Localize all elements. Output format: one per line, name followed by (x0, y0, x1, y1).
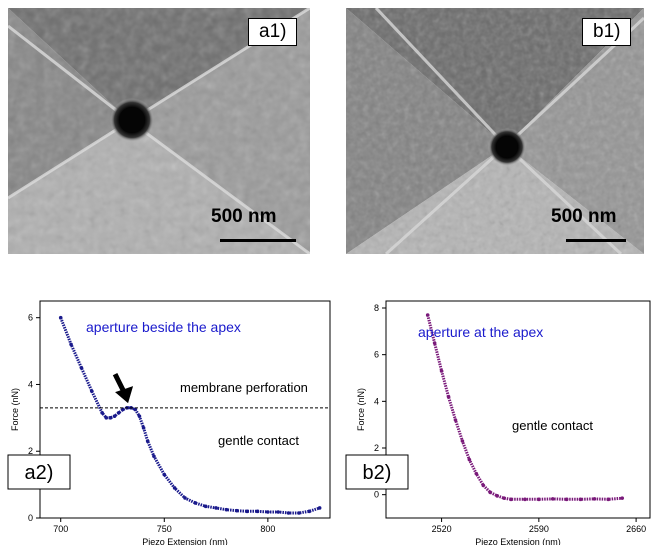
scale-bar-label-a1: 500 nm (211, 206, 277, 227)
y-tick-label: 0 (374, 490, 379, 500)
chart-a2-svg: 700 750 800 0 2 4 6 Piezo Extension (nm) Force (… (7, 300, 331, 545)
data-point (286, 511, 291, 515)
x-tick-label: 750 (157, 524, 172, 534)
data-point (89, 389, 94, 393)
data-point (145, 439, 150, 444)
data-point (488, 490, 493, 495)
y-axis-label: Force (nN) (10, 388, 20, 431)
gentle-contact-label: gentle contact (218, 433, 299, 448)
data-point (112, 414, 117, 418)
data-point (317, 506, 322, 510)
force-curve-b2 (426, 314, 623, 501)
data-point (495, 494, 499, 498)
data-point (266, 510, 270, 514)
chart-a2: 700 750 800 0 2 4 6 Piezo Extension (nm) Force (… (0, 285, 340, 545)
x-tick-label: 800 (260, 524, 275, 534)
y-tick-label: 0 (28, 513, 33, 523)
panel-label-a2: a2) (25, 462, 54, 484)
data-point (523, 497, 527, 502)
y-tick-label: 6 (374, 350, 379, 360)
data-point (121, 407, 125, 412)
data-point (474, 471, 479, 476)
y-tick-label: 8 (374, 303, 379, 313)
data-point (481, 483, 486, 488)
data-point (460, 439, 465, 443)
y-axis-label: Force (nN) (356, 388, 366, 431)
sem-image-b1: b1) 500 nm (346, 8, 644, 254)
arrow-head (115, 386, 134, 404)
data-point (162, 472, 167, 477)
force-curve-a2 (59, 317, 321, 515)
plot-frame (39, 300, 331, 519)
data-point (620, 496, 625, 500)
data-point (137, 414, 142, 418)
y-tick-label: 4 (374, 396, 379, 406)
data-point (193, 501, 198, 505)
panel-label-a1: a1) (248, 18, 298, 46)
data-point (245, 509, 249, 514)
threshold-label: membrane perforation (180, 380, 308, 395)
x-tick-label: 2660 (626, 524, 646, 534)
data-point (453, 418, 458, 422)
data-point (172, 486, 177, 490)
data-point (592, 497, 597, 501)
data-point (214, 506, 218, 510)
data-point (224, 507, 229, 512)
data-point (432, 341, 437, 345)
scale-bar-b1 (566, 239, 626, 242)
data-point (234, 508, 239, 513)
data-point (578, 497, 583, 502)
data-point (509, 497, 513, 502)
data-point (79, 365, 84, 370)
data-point (152, 454, 156, 459)
x-axis-label: Piezo Extension (nm) (142, 537, 228, 545)
plot-frame (385, 300, 651, 519)
x-axis-label: Piezo Extension (nm) (475, 537, 561, 545)
data-point (425, 313, 430, 317)
data-point (58, 315, 63, 320)
data-point (133, 407, 138, 412)
data-point (141, 426, 146, 430)
data-point (564, 497, 569, 502)
data-point (255, 509, 260, 514)
y-tick-label: 4 (28, 379, 33, 389)
panel-label-b2: b2) (363, 462, 392, 484)
chart-title-b2: aperture at the apex (418, 324, 543, 340)
gentle-contact-label: gentle contact (512, 418, 593, 433)
data-point (550, 497, 555, 501)
data-point (467, 457, 472, 462)
chart-b2-svg: 2520 2590 2660 0 2 4 6 8 Piezo Extension (nm) For… (345, 300, 651, 545)
data-point (606, 497, 611, 502)
x-tick-label: 700 (53, 524, 68, 534)
y-tick-label: 6 (28, 313, 33, 323)
data-point (100, 411, 104, 415)
data-point (297, 511, 301, 515)
data-point (104, 416, 109, 420)
data-point (108, 416, 113, 420)
data-point (502, 496, 506, 500)
scale-bar-a1 (220, 239, 296, 242)
data-point (537, 497, 541, 502)
data-point (276, 510, 281, 514)
sem-image-a1: a1) 500 nm (8, 8, 310, 254)
chart-title-a2: aperture beside the apex (86, 319, 241, 335)
sem-texture-a1 (8, 8, 310, 254)
panel-label-box-b2 (345, 454, 409, 490)
y-tick-label: 2 (28, 446, 33, 456)
scale-bar-label-b1: 500 nm (551, 206, 617, 227)
data-point (203, 504, 208, 509)
data-point (183, 496, 187, 500)
y-tick-label: 2 (374, 443, 379, 453)
panel-label-b1: b1) (582, 18, 632, 46)
chart-b2: 2520 2590 2660 0 2 4 6 8 Piezo Extension (nm) For… (340, 285, 655, 545)
data-point (307, 509, 312, 514)
x-tick-label: 2590 (529, 524, 549, 534)
data-point (439, 369, 444, 373)
data-point (446, 394, 451, 399)
data-point (69, 342, 73, 347)
data-point (116, 411, 121, 415)
x-tick-label: 2520 (432, 524, 452, 534)
panel-label-box-a2 (7, 454, 71, 490)
